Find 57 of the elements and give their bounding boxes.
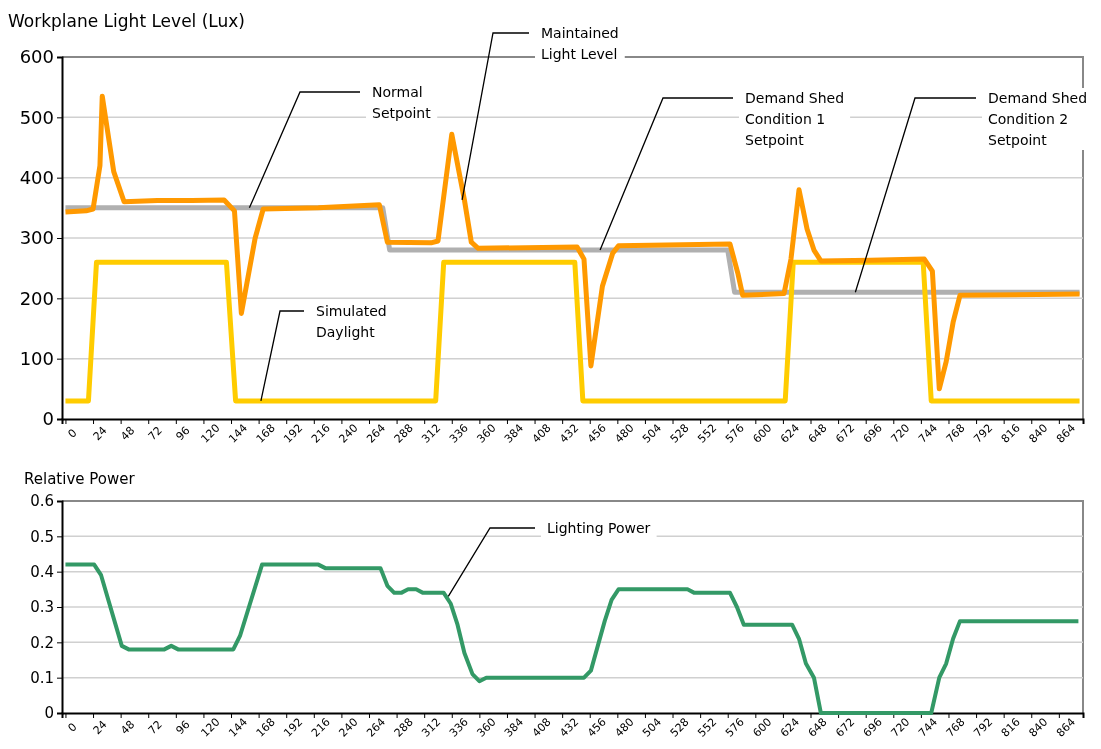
chart-title: Workplane Light Level (Lux) xyxy=(8,11,245,31)
x-tick-label: 456 xyxy=(584,715,609,740)
y-tick-label: 100 xyxy=(19,347,54,369)
x-tick-label: 792 xyxy=(971,421,996,446)
x-tick-label: 720 xyxy=(888,715,913,740)
x-tick-label: 648 xyxy=(805,715,830,740)
y-tick-label: 500 xyxy=(19,106,54,128)
x-tick-label: 432 xyxy=(557,421,582,446)
y-tick-label: 0.4 xyxy=(30,562,54,581)
x-tick-label: 744 xyxy=(915,421,941,446)
x-tick-label: 624 xyxy=(778,715,803,740)
x-tick-label: 432 xyxy=(557,715,582,740)
annotation: Simulated Daylight xyxy=(316,303,387,340)
x-tick-label: 600 xyxy=(750,715,775,740)
x-tick-label: 456 xyxy=(584,421,609,446)
y-tick-label: 0.5 xyxy=(30,527,54,546)
y-tick-label: 600 xyxy=(19,46,54,68)
x-tick-label: 792 xyxy=(971,715,996,740)
x-tick-label: 600 xyxy=(750,421,775,446)
x-tick-label: 72 xyxy=(145,718,165,738)
x-tick-label: 696 xyxy=(860,715,885,740)
annotation: Demand Shed Condition 1 Setpoint xyxy=(745,90,845,148)
x-tick-label: 96 xyxy=(173,718,193,738)
x-tick-label: 480 xyxy=(612,715,637,740)
annotation: Normal Setpoint xyxy=(372,84,432,121)
x-tick-label: 0 xyxy=(65,426,80,441)
x-tick-label: 24 xyxy=(90,424,110,444)
y-tick-label: 0.1 xyxy=(30,668,54,687)
y-tick-label: 200 xyxy=(19,287,54,309)
x-tick-label: 720 xyxy=(888,421,913,446)
x-tick-label: 48 xyxy=(118,424,138,444)
x-tick-label: 408 xyxy=(529,421,554,446)
line-series xyxy=(63,562,1081,715)
x-tick-label: 768 xyxy=(943,421,968,446)
chart-title: Relative Power xyxy=(24,470,136,488)
x-tick-label: 768 xyxy=(943,715,968,740)
x-tick-label: 72 xyxy=(145,424,165,444)
x-tick-label: 48 xyxy=(118,718,138,738)
y-tick-label: 400 xyxy=(19,166,54,188)
x-tick-label: 0 xyxy=(65,720,80,735)
x-tick-label: 24 xyxy=(90,718,110,738)
x-tick-label: 624 xyxy=(778,421,803,446)
x-tick-label: 672 xyxy=(833,421,858,446)
x-tick-label: 408 xyxy=(529,715,554,740)
x-tick-label: 672 xyxy=(833,715,858,740)
x-tick-label: 96 xyxy=(173,424,193,444)
annotation: Lighting Power xyxy=(547,520,651,536)
y-tick-label: 0.2 xyxy=(30,633,54,652)
y-tick-label: 300 xyxy=(19,227,54,249)
x-tick-label: 480 xyxy=(612,421,637,446)
y-tick-label: 0.6 xyxy=(30,492,54,511)
x-tick-label: 648 xyxy=(805,421,830,446)
annotation: Maintained Light Level xyxy=(541,25,619,62)
x-tick-label: 696 xyxy=(860,421,885,446)
y-tick-label: 0.3 xyxy=(30,598,54,617)
annotation: Demand Shed Condition 2 Setpoint xyxy=(988,90,1088,148)
x-tick-label: 744 xyxy=(915,715,941,740)
